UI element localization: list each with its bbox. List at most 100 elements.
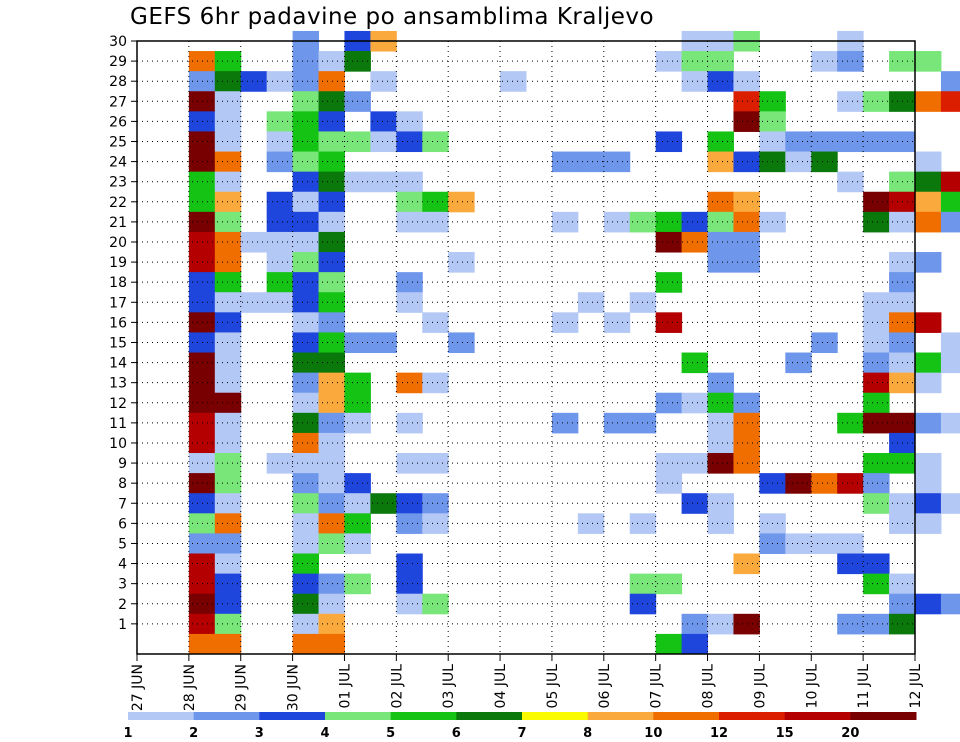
colorbar-swatch	[784, 712, 851, 720]
data-cell	[292, 91, 320, 112]
data-cell	[240, 71, 268, 92]
data-cell	[707, 151, 734, 173]
data-cell	[422, 312, 449, 333]
data-cell	[318, 312, 345, 333]
data-cell	[681, 453, 709, 474]
data-cell	[915, 171, 942, 193]
data-cell	[318, 493, 345, 514]
data-cell	[396, 573, 423, 595]
colorbar-swatch	[719, 712, 786, 720]
y-tick-label: 27	[109, 94, 127, 110]
data-cell	[733, 71, 760, 92]
data-cell	[681, 51, 709, 72]
y-tick-label: 5	[118, 536, 127, 552]
data-cell	[370, 332, 397, 354]
y-tick-label: 10	[109, 436, 127, 452]
data-cell	[837, 533, 864, 555]
data-cell	[266, 272, 294, 293]
colorbar-label: 8	[583, 726, 592, 741]
data-cell	[655, 633, 683, 655]
data-cell	[292, 292, 320, 313]
data-cell	[811, 51, 838, 72]
data-cell	[707, 191, 734, 213]
data-cell	[915, 352, 942, 374]
y-tick-label: 16	[109, 315, 127, 331]
y-tick-label: 25	[109, 134, 127, 150]
data-cell	[915, 593, 942, 615]
y-tick-label: 18	[109, 275, 127, 291]
data-cell	[214, 151, 242, 173]
data-cell	[707, 453, 734, 474]
data-cell	[707, 412, 734, 434]
y-tick-label: 23	[109, 175, 127, 191]
data-cell	[915, 91, 942, 112]
data-cell	[655, 573, 683, 595]
y-tick-label: 24	[109, 155, 127, 171]
data-cell	[655, 231, 683, 253]
colorbar-label: 4	[320, 726, 329, 741]
data-cell	[266, 211, 294, 233]
x-tick-label: 01 JUL	[337, 664, 353, 709]
data-cell	[863, 453, 890, 474]
data-cell	[396, 593, 423, 615]
data-cell	[863, 553, 890, 575]
data-cell	[318, 91, 345, 112]
y-tick-label: 13	[109, 376, 127, 392]
data-cell	[681, 613, 709, 635]
y-tick-label: 15	[109, 335, 127, 351]
data-cell	[811, 473, 838, 494]
data-cell	[318, 51, 345, 72]
colorbar: 1 2 3 4 5 6 7 8 10 12 15 20	[123, 712, 917, 741]
y-tick-label: 14	[109, 356, 127, 372]
data-cell	[214, 252, 242, 273]
y-tick-label: 3	[118, 577, 127, 593]
data-cell	[396, 171, 423, 193]
data-cell	[940, 71, 960, 92]
data-cell	[655, 453, 683, 474]
data-cell	[214, 91, 242, 112]
data-cell	[707, 493, 734, 514]
heatmap-cells	[188, 30, 960, 655]
chart-title: GEFS 6hr padavine po ansamblima Kraljevo	[130, 4, 655, 30]
data-cell	[214, 493, 242, 514]
data-cell	[292, 392, 320, 414]
data-cell	[811, 533, 838, 555]
data-cell	[655, 272, 683, 293]
data-cell	[422, 131, 449, 153]
data-cell	[733, 553, 760, 575]
data-cell	[707, 513, 734, 534]
data-cell	[837, 91, 864, 112]
data-cell	[733, 613, 760, 635]
data-cell	[214, 292, 242, 313]
y-tick-label: 2	[118, 597, 127, 613]
data-cell	[318, 453, 345, 474]
data-cell	[292, 312, 320, 333]
x-tick-label: 29 JUN	[234, 664, 250, 711]
colorbar-swatch	[850, 712, 917, 720]
colorbar-label: 12	[710, 726, 728, 741]
data-cell	[318, 473, 345, 494]
data-cell	[292, 51, 320, 72]
colorbar-swatch	[325, 712, 392, 720]
data-cell	[837, 613, 864, 635]
data-cell	[240, 231, 268, 253]
data-cell	[396, 292, 423, 313]
data-cell	[863, 131, 890, 153]
data-cell	[681, 231, 709, 253]
data-cell	[240, 292, 268, 313]
data-cell	[318, 332, 345, 354]
x-tick-label: 10 JUL	[804, 664, 820, 709]
data-cell	[551, 211, 579, 233]
data-cell	[915, 372, 942, 394]
data-cell	[863, 473, 890, 494]
data-cell	[863, 392, 890, 414]
colorbar-swatch	[128, 712, 195, 720]
data-cell	[318, 593, 345, 615]
data-cell	[214, 211, 242, 233]
data-cell	[422, 593, 449, 615]
data-cell	[422, 191, 449, 213]
data-cell	[292, 231, 320, 253]
data-cell	[370, 111, 397, 132]
data-cell	[214, 352, 242, 374]
data-cell	[707, 252, 734, 273]
